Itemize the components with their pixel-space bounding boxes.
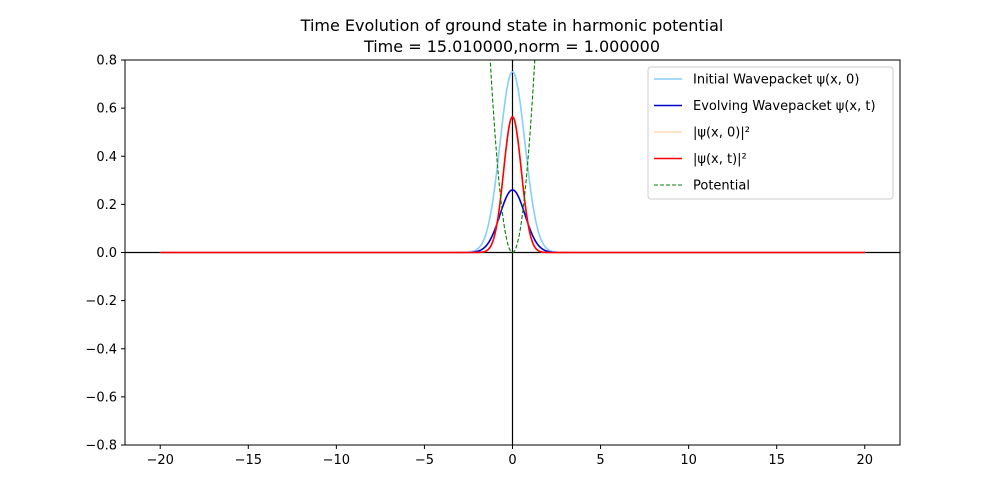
legend-label-1: Initial Wavepacket ψ(x, 0) — [693, 73, 859, 88]
x-tick-label: 0 — [508, 453, 516, 468]
legend: Initial Wavepacket ψ(x, 0) Evolving Wavep… — [647, 66, 894, 200]
series-layer — [160, 60, 865, 254]
series-line-5 — [489, 60, 536, 254]
x-tick-label: 5 — [596, 453, 604, 468]
y-tick-label: 0.2 — [96, 198, 117, 213]
legend-label-5: Potential — [693, 179, 750, 194]
y-tick-label: −0.6 — [85, 390, 117, 405]
x-tick-label: −15 — [235, 453, 262, 468]
legend-label-4: |ψ(x, t)|² — [693, 152, 747, 167]
y-tick-label: −0.2 — [85, 294, 117, 309]
x-tick-label: 20 — [856, 453, 873, 468]
y-tick-label: −0.4 — [85, 342, 117, 357]
chart-subtitle: Time = 15.010000,norm = 1.000000 — [363, 37, 660, 56]
legend-box — [647, 66, 894, 200]
legend-label-2: Evolving Wavepacket ψ(x, t) — [693, 99, 876, 114]
series-line-4 — [160, 115, 865, 254]
x-tick-label: 10 — [680, 453, 697, 468]
y-tick-label: 0.8 — [96, 54, 117, 69]
y-tick-label: −0.8 — [85, 439, 117, 454]
y-tick-label: 0.0 — [96, 246, 117, 261]
x-tick-label: −20 — [147, 453, 174, 468]
x-tick-label: −5 — [415, 453, 434, 468]
y-tick-label: 0.4 — [96, 150, 117, 165]
tick-layer: −20 −15 −10 −5 0 5 10 15 20 −0.8 −0.6 −0.4 −0.2 0.0 0.… — [85, 54, 873, 469]
x-tick-label: 15 — [768, 453, 785, 468]
legend-label-3: |ψ(x, 0)|² — [693, 126, 750, 141]
y-tick-label: 0.6 — [96, 102, 117, 117]
x-tick-label: −10 — [323, 453, 350, 468]
chart-title: Time Evolution of ground state in harmon… — [300, 16, 724, 35]
